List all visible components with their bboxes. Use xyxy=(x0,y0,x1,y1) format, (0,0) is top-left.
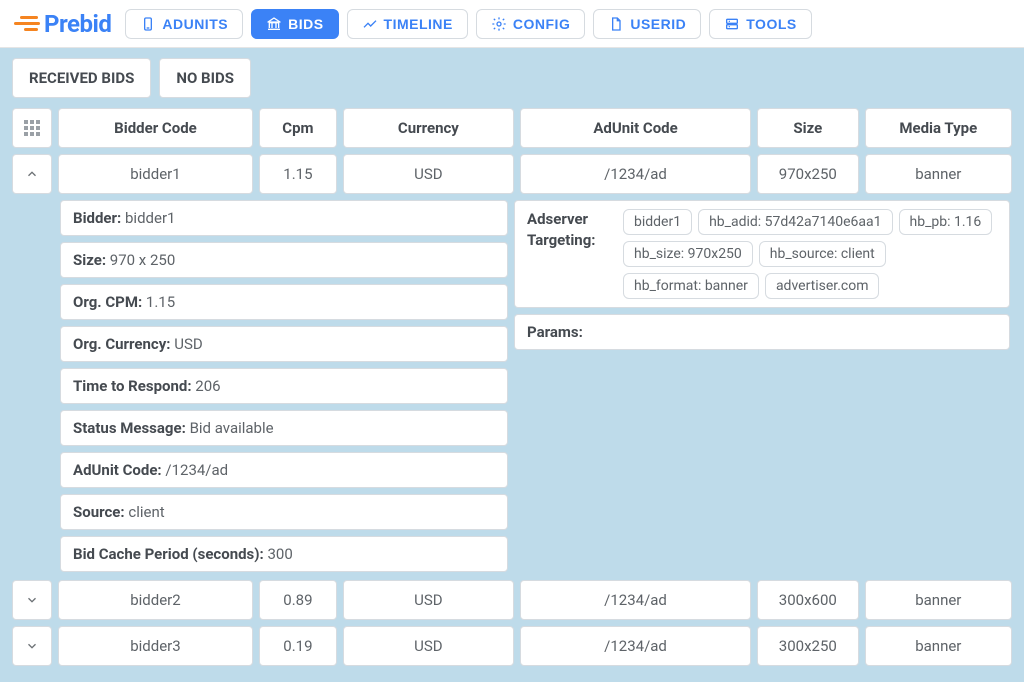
cell-bidder: bidder1 xyxy=(58,154,253,194)
table-row: bidder2 0.89 USD /1234/ad 300x600 banner xyxy=(12,580,1012,620)
targeting-chip: hb_format: banner xyxy=(623,273,759,299)
cell-bidder: bidder2 xyxy=(58,580,253,620)
header-cpm[interactable]: Cpm xyxy=(259,108,337,148)
header-currency[interactable]: Currency xyxy=(343,108,514,148)
bank-icon xyxy=(266,16,282,32)
nav-userid-button[interactable]: USERID xyxy=(593,9,701,39)
chevron-down-icon xyxy=(25,639,39,653)
gear-icon xyxy=(491,16,507,32)
nav-label: USERID xyxy=(630,16,686,32)
cell-cpm: 1.15 xyxy=(259,154,337,194)
logo-bars-icon xyxy=(14,16,40,31)
targeting-chip: hb_source: client xyxy=(759,241,886,267)
table-header-row: Bidder Code Cpm Currency AdUnit Code Siz… xyxy=(12,108,1012,148)
nav-config-button[interactable]: CONFIG xyxy=(476,9,585,39)
header-media-type[interactable]: Media Type xyxy=(865,108,1012,148)
cell-size: 300x600 xyxy=(757,580,859,620)
server-icon xyxy=(724,16,740,32)
nav-label: TIMELINE xyxy=(384,16,453,32)
targeting-chip: hb_adid: 57d42a7140e6aa1 xyxy=(698,209,892,235)
nav-label: BIDS xyxy=(288,16,323,32)
cell-cpm: 0.89 xyxy=(259,580,337,620)
nav-tools-button[interactable]: TOOLS xyxy=(709,9,811,39)
cell-currency: USD xyxy=(343,626,514,666)
adserver-targeting-cell: Adserver Targeting: bidder1 hb_adid: 57d… xyxy=(514,200,1010,308)
cell-media: banner xyxy=(865,580,1012,620)
trend-icon xyxy=(362,16,378,32)
cell-size: 300x250 xyxy=(757,626,859,666)
targeting-chip: advertiser.com xyxy=(765,273,880,299)
detail-status-message: Status Message: Bid available xyxy=(60,410,508,446)
detail-org-cpm: Org. CPM: 1.15 xyxy=(60,284,508,320)
targeting-chip: hb_pb: 1.16 xyxy=(899,209,993,235)
cell-cpm: 0.19 xyxy=(259,626,337,666)
nav-timeline-button[interactable]: TIMELINE xyxy=(347,9,468,39)
page-content: RECEIVED BIDS NO BIDS Bidder Code Cpm Cu… xyxy=(0,48,1024,682)
nav-label: ADUNITS xyxy=(162,16,228,32)
table-row: bidder3 0.19 USD /1234/ad 300x250 banner xyxy=(12,626,1012,666)
detail-org-currency: Org. Currency: USD xyxy=(60,326,508,362)
targeting-chip: hb_size: 970x250 xyxy=(623,241,753,267)
cell-currency: USD xyxy=(343,154,514,194)
cell-currency: USD xyxy=(343,580,514,620)
detail-time-respond: Time to Respond: 206 xyxy=(60,368,508,404)
row-expand-button[interactable] xyxy=(12,580,52,620)
detail-adunit-code: AdUnit Code: /1234/ad xyxy=(60,452,508,488)
top-nav-bar: Prebid ADUNITS BIDS TIMELINE CONFIG USER… xyxy=(0,0,1024,48)
targeting-chip: bidder1 xyxy=(623,209,692,235)
details-right-column: Adserver Targeting: bidder1 hb_adid: 57d… xyxy=(514,200,1010,572)
tab-no-bids[interactable]: NO BIDS xyxy=(159,58,251,98)
header-bidder-code[interactable]: Bidder Code xyxy=(58,108,253,148)
document-icon xyxy=(608,16,624,32)
nav-bids-button[interactable]: BIDS xyxy=(251,9,338,39)
logo-text: Prebid xyxy=(44,10,111,38)
chevron-up-icon xyxy=(25,167,39,181)
targeting-chips: bidder1 hb_adid: 57d42a7140e6aa1 hb_pb: … xyxy=(623,209,997,299)
row-collapse-button[interactable] xyxy=(12,154,52,194)
bids-tabs: RECEIVED BIDS NO BIDS xyxy=(12,58,1012,98)
tab-received-bids[interactable]: RECEIVED BIDS xyxy=(12,58,151,98)
cell-adunit: /1234/ad xyxy=(520,626,751,666)
detail-bidder: Bidder: bidder1 xyxy=(60,200,508,236)
header-size[interactable]: Size xyxy=(757,108,859,148)
expanded-details: Bidder: bidder1 Size: 970 x 250 Org. CPM… xyxy=(12,200,1012,572)
row-expand-button[interactable] xyxy=(12,626,52,666)
device-icon xyxy=(140,16,156,32)
nav-adunits-button[interactable]: ADUNITS xyxy=(125,9,243,39)
grid-icon xyxy=(24,120,40,136)
cell-bidder: bidder3 xyxy=(58,626,253,666)
prebid-logo: Prebid xyxy=(14,10,111,38)
nav-label: CONFIG xyxy=(513,16,570,32)
adserver-targeting-label: Adserver Targeting: xyxy=(527,209,611,251)
chevron-down-icon xyxy=(25,593,39,607)
header-adunit-code[interactable]: AdUnit Code xyxy=(520,108,751,148)
cell-adunit: /1234/ad xyxy=(520,154,751,194)
table-row: bidder1 1.15 USD /1234/ad 970x250 banner xyxy=(12,154,1012,194)
details-left-column: Bidder: bidder1 Size: 970 x 250 Org. CPM… xyxy=(60,200,508,572)
cell-media: banner xyxy=(865,154,1012,194)
cell-size: 970x250 xyxy=(757,154,859,194)
params-cell: Params: xyxy=(514,314,1010,350)
detail-bid-cache-period: Bid Cache Period (seconds): 300 xyxy=(60,536,508,572)
detail-size: Size: 970 x 250 xyxy=(60,242,508,278)
cell-adunit: /1234/ad xyxy=(520,580,751,620)
cell-media: banner xyxy=(865,626,1012,666)
detail-source: Source: client xyxy=(60,494,508,530)
nav-label: TOOLS xyxy=(746,16,796,32)
column-selector-button[interactable] xyxy=(12,108,52,148)
